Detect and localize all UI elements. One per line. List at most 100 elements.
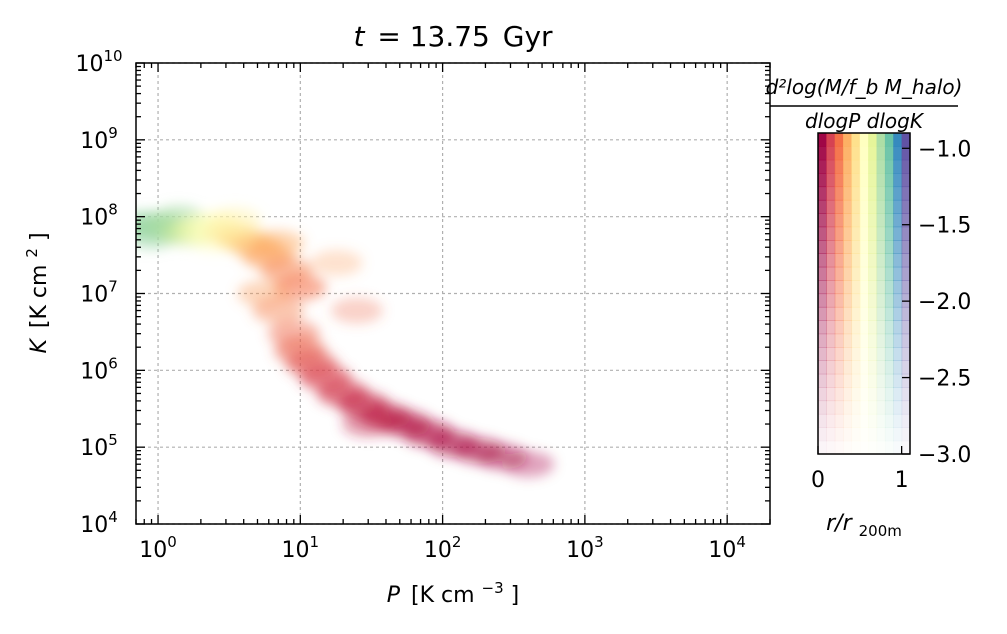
colorbar-cell	[818, 253, 827, 268]
colorbar-cell	[901, 186, 911, 201]
colorbar-cell	[834, 266, 844, 281]
colorbar-cell	[901, 133, 911, 147]
colorbar-cell	[851, 173, 861, 188]
colorbar-cell	[826, 226, 836, 241]
colorbar-cell	[859, 400, 869, 415]
axis-ticks	[135, 62, 771, 525]
colorbar-cell	[884, 347, 894, 361]
colorbar-cell	[893, 266, 903, 281]
colorbar-cell	[893, 226, 903, 241]
colorbar-cell	[843, 146, 853, 161]
colorbar-cell	[901, 400, 911, 415]
colorbar-cells	[818, 133, 911, 455]
colorbar-cell	[843, 293, 853, 308]
colorbar-cell	[851, 226, 861, 241]
colorbar-cell	[868, 306, 878, 321]
colorbar-cell	[884, 199, 894, 214]
colorbar-cell	[826, 413, 836, 428]
data-point-11	[209, 207, 262, 234]
colorbar-label-numerator: d²log(M/f_b M_halo)	[766, 75, 963, 99]
colorbar-cell	[818, 373, 827, 388]
colorbar-cell	[851, 280, 861, 295]
colorbar-cell	[834, 173, 844, 188]
colorbar-cell	[859, 373, 869, 388]
colorbar-cell	[818, 400, 827, 415]
colorbar-cell	[884, 146, 894, 161]
colorbar-cell	[843, 199, 853, 214]
colorbar-cell	[851, 360, 861, 375]
colorbar-cell	[843, 280, 853, 295]
y-tick-label-1: 105	[80, 431, 118, 461]
colorbar-cell	[834, 427, 844, 442]
colorbar-cell	[876, 159, 886, 174]
colorbar-cell	[851, 159, 861, 174]
colorbar-cell	[834, 413, 844, 428]
colorbar-cell	[884, 400, 894, 415]
colorbar-cell	[859, 133, 869, 147]
colorbar-cell	[884, 373, 894, 388]
colorbar-cell	[851, 440, 861, 455]
colorbar-cell	[876, 387, 886, 402]
colorbar-cell	[818, 413, 827, 428]
y-tick-label-5: 109	[80, 124, 118, 154]
colorbar-cell	[843, 226, 853, 241]
colorbar-cell	[834, 253, 844, 268]
colorbar-cell	[834, 306, 844, 321]
chart-title: t = 13.75 Gyr	[353, 20, 553, 53]
data-point-32	[342, 411, 395, 438]
colorbar-cell	[859, 306, 869, 321]
colorbar-x-tick-label-0: 0	[811, 468, 825, 493]
colorbar-cell	[868, 373, 878, 388]
data-point-18	[252, 297, 305, 324]
colorbar-cell	[884, 226, 894, 241]
colorbar-cell	[843, 320, 853, 335]
colorbar-cell	[893, 186, 903, 201]
colorbar-cell	[818, 280, 827, 295]
colorbar-cell	[901, 146, 911, 161]
colorbar-tick-label-1: −1.5	[918, 214, 971, 239]
colorbar-cell	[868, 280, 878, 295]
colorbar-cell	[884, 427, 894, 442]
colorbar-cell	[826, 146, 836, 161]
colorbar-cell	[901, 199, 911, 214]
colorbar-cell	[868, 186, 878, 201]
colorbar-cell	[818, 159, 827, 174]
colorbar-cell	[893, 413, 903, 428]
colorbar-cell	[851, 400, 861, 415]
colorbar-cell	[843, 306, 853, 321]
colorbar-cell	[884, 253, 894, 268]
colorbar-cell	[876, 213, 886, 228]
colorbar-cell	[893, 320, 903, 335]
colorbar-cell	[859, 159, 869, 174]
y-tick-label-0: 104	[80, 508, 118, 538]
colorbar-cell	[901, 226, 911, 241]
colorbar-cell	[834, 333, 844, 348]
x-tick-label-0: 100	[139, 533, 177, 563]
colorbar-cell	[893, 213, 903, 228]
colorbar-cell	[826, 320, 836, 335]
colorbar-cell	[893, 347, 903, 361]
colorbar-frame	[817, 132, 911, 455]
colorbar-cell	[884, 320, 894, 335]
colorbar-cell	[843, 253, 853, 268]
colorbar-cell	[884, 133, 894, 147]
colorbar-cell	[901, 173, 911, 188]
colorbar-cell	[818, 146, 827, 161]
colorbar-cell	[834, 226, 844, 241]
colorbar-cell	[834, 213, 844, 228]
colorbar-tick-label-0: −1.0	[918, 137, 971, 162]
colorbar-cell	[834, 240, 844, 254]
colorbar-cell	[859, 280, 869, 295]
colorbar-cell	[826, 333, 836, 348]
colorbar-cell	[901, 320, 911, 335]
colorbar-cell	[901, 266, 911, 281]
colorbar-cell	[818, 427, 827, 442]
colorbar-cell	[843, 413, 853, 428]
colorbar-cell	[851, 240, 861, 254]
colorbar-cell	[851, 186, 861, 201]
colorbar-cell	[826, 360, 836, 375]
colorbar-x-tick-label-1: 1	[895, 468, 909, 493]
